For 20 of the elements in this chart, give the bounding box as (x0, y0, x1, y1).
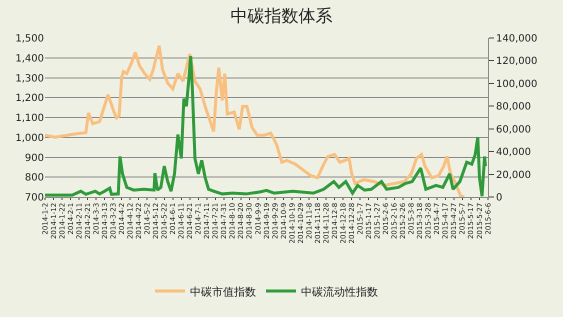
chart-title: 中碳指数体系 (230, 6, 332, 26)
y-tick-label: 700 (24, 192, 44, 204)
legend-label: 中碳市值指数 (190, 285, 256, 298)
y2-tick-label: 20,000 (496, 170, 531, 181)
y2-tick-label: 140,000 (496, 34, 538, 44)
y2-tick-label: 60,000 (496, 124, 531, 136)
legend-label: 中碳流动性指数 (301, 285, 378, 298)
y-tick-label: 800 (24, 172, 44, 184)
y-tick-label: 900 (24, 152, 44, 164)
y2-tick-label: 40,000 (496, 147, 531, 158)
y-tick-label: 1,000 (15, 132, 44, 144)
y-tick-label: 1,100 (15, 113, 44, 124)
y-tick-label: 1,200 (15, 93, 44, 104)
y2-tick-label: 0 (496, 192, 502, 204)
y-tick-label: 1,500 (15, 34, 44, 44)
y-tick-label: 1,300 (15, 73, 44, 84)
y2-tick-label: 80,000 (496, 102, 531, 113)
y2-tick-label: 100,000 (496, 78, 538, 90)
y2-tick-label: 120,000 (496, 56, 538, 68)
y-tick-label: 1,400 (15, 53, 44, 64)
